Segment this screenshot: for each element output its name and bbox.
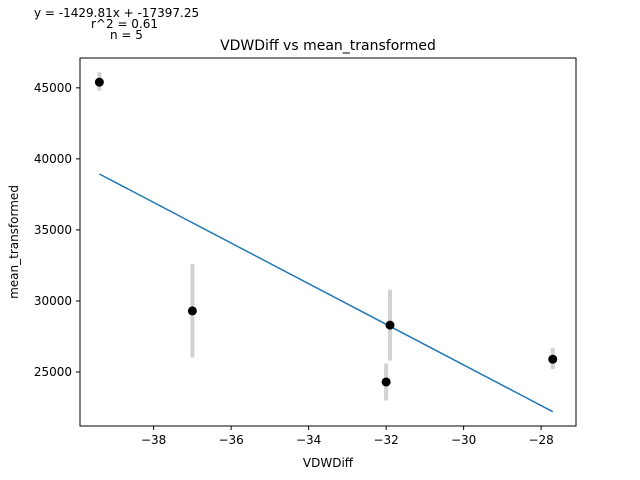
y-tick-label: 45000 [34, 81, 72, 95]
x-tick-label: −36 [218, 433, 243, 447]
regression-line-group [99, 173, 554, 413]
x-tick-label: −32 [373, 433, 398, 447]
y-tick-label: 25000 [34, 365, 72, 379]
y-tick-label: 30000 [34, 294, 72, 308]
y-tick-label: 35000 [34, 223, 72, 237]
chart-title: VDWDiff vs mean_transformed [220, 38, 436, 54]
regression-line [99, 173, 554, 413]
x-tick-label: −28 [528, 433, 553, 447]
data-point [548, 354, 558, 364]
data-point [381, 377, 391, 387]
x-tick-label: −30 [451, 433, 476, 447]
plot-frame [79, 57, 577, 427]
r-squared-label: r^2 = 0.61 [91, 17, 158, 31]
x-axis-label: VDWDiff [303, 456, 354, 470]
data-points [94, 77, 558, 387]
y-axis-label: mean_transformed [7, 185, 21, 299]
x-tick-label: −34 [296, 433, 321, 447]
data-point [94, 77, 104, 87]
fit-equation-label: y = -1429.81x + -17397.25 [34, 6, 199, 20]
x-tick-label: −38 [141, 433, 166, 447]
axes: −38 −36 −34 −32 −30 −28 25000 30000 35000 40000 45… [34, 81, 554, 447]
y-tick-label: 40000 [34, 152, 72, 166]
data-point [385, 320, 395, 330]
sample-count-label: n = 5 [110, 28, 143, 42]
data-point [187, 306, 197, 316]
